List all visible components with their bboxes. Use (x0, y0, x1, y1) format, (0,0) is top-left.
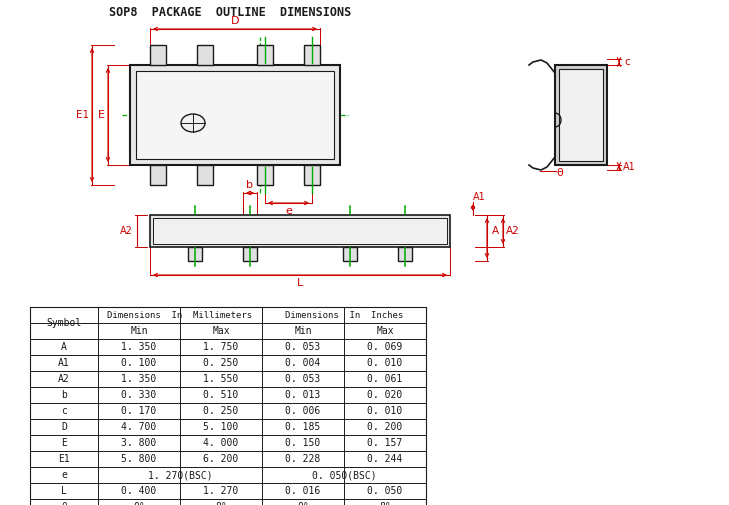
Text: A2: A2 (506, 226, 520, 236)
Text: 6. 200: 6. 200 (203, 454, 238, 464)
Text: e: e (285, 206, 292, 216)
Text: SOP8  PACKAGE  OUTLINE  DIMENSIONS: SOP8 PACKAGE OUTLINE DIMENSIONS (109, 7, 351, 20)
Text: Symbol: Symbol (47, 318, 82, 328)
Text: 0. 053: 0. 053 (285, 374, 321, 384)
Text: 0. 010: 0. 010 (367, 358, 402, 368)
Text: 0. 006: 0. 006 (285, 406, 321, 416)
Ellipse shape (181, 114, 205, 132)
Bar (150, 165, 166, 185)
Text: E: E (98, 110, 104, 120)
Text: Max: Max (376, 326, 394, 336)
Text: D: D (231, 16, 239, 26)
Text: 5. 800: 5. 800 (121, 454, 157, 464)
Bar (304, 165, 320, 185)
Text: 0. 020: 0. 020 (367, 390, 402, 400)
Text: A2: A2 (58, 374, 70, 384)
Text: 1. 350: 1. 350 (121, 374, 157, 384)
Bar (30, 307, 426, 505)
Text: 0°: 0° (297, 502, 309, 505)
Text: 0. 244: 0. 244 (367, 454, 402, 464)
Text: A1: A1 (623, 163, 636, 173)
Bar (188, 247, 202, 261)
Text: 0. 050: 0. 050 (367, 486, 402, 496)
Text: 0. 013: 0. 013 (285, 390, 321, 400)
Text: 0. 157: 0. 157 (367, 438, 402, 448)
Text: L: L (297, 278, 303, 288)
Text: 0. 016: 0. 016 (285, 486, 321, 496)
Text: 0. 510: 0. 510 (203, 390, 238, 400)
Text: θ: θ (557, 168, 564, 178)
Text: 1. 550: 1. 550 (203, 374, 238, 384)
Bar (555, 65, 607, 165)
Text: 0. 185: 0. 185 (285, 422, 321, 432)
Text: 0. 228: 0. 228 (285, 454, 321, 464)
Text: c: c (624, 57, 630, 67)
Text: A1: A1 (472, 192, 486, 202)
Text: Min: Min (130, 326, 148, 336)
Bar (197, 165, 213, 185)
Text: Dimensions  In  Inches: Dimensions In Inches (285, 311, 403, 320)
Text: 0. 050(BSC): 0. 050(BSC) (312, 470, 376, 480)
Text: A: A (491, 226, 499, 236)
Bar (304, 45, 320, 65)
Text: 0. 400: 0. 400 (121, 486, 157, 496)
Text: 0. 330: 0. 330 (121, 390, 157, 400)
Text: A: A (61, 342, 67, 352)
Bar (243, 247, 257, 261)
Text: 1. 350: 1. 350 (121, 342, 157, 352)
Text: 4. 700: 4. 700 (121, 422, 157, 432)
Text: 1. 270(BSC): 1. 270(BSC) (148, 470, 212, 480)
Text: Min: Min (295, 326, 312, 336)
Bar (257, 45, 273, 65)
Text: 3. 800: 3. 800 (121, 438, 157, 448)
Text: e: e (61, 470, 67, 480)
Bar (197, 45, 213, 65)
Text: A2: A2 (120, 226, 133, 236)
Text: 0. 250: 0. 250 (203, 406, 238, 416)
Text: 8°: 8° (379, 502, 391, 505)
Text: Max: Max (212, 326, 230, 336)
Text: 0. 053: 0. 053 (285, 342, 321, 352)
Text: A1: A1 (58, 358, 70, 368)
Text: 0. 100: 0. 100 (121, 358, 157, 368)
Bar (398, 247, 412, 261)
Text: Dimensions  In  Millimeters: Dimensions In Millimeters (107, 311, 252, 320)
Text: E1: E1 (77, 110, 90, 120)
Text: 8°: 8° (215, 502, 227, 505)
Text: D: D (61, 422, 67, 432)
Text: θ: θ (61, 502, 67, 505)
Text: 0. 250: 0. 250 (203, 358, 238, 368)
Text: E1: E1 (58, 454, 70, 464)
Bar (136, 71, 334, 159)
Bar (150, 215, 450, 247)
Text: b: b (61, 390, 67, 400)
Bar (559, 69, 603, 161)
Text: L: L (61, 486, 67, 496)
Text: 1. 270: 1. 270 (203, 486, 238, 496)
Text: 0. 061: 0. 061 (367, 374, 402, 384)
Bar (257, 165, 273, 185)
Text: 0. 150: 0. 150 (285, 438, 321, 448)
Text: 4. 000: 4. 000 (203, 438, 238, 448)
Text: 0. 200: 0. 200 (367, 422, 402, 432)
Text: 0. 010: 0. 010 (367, 406, 402, 416)
Text: E: E (61, 438, 67, 448)
Text: 0. 069: 0. 069 (367, 342, 402, 352)
Text: b: b (246, 180, 254, 190)
Text: 0. 170: 0. 170 (121, 406, 157, 416)
Bar (130, 65, 340, 165)
Bar (343, 247, 357, 261)
Text: 0. 004: 0. 004 (285, 358, 321, 368)
Bar (150, 45, 166, 65)
Text: 0°: 0° (133, 502, 145, 505)
Text: c: c (61, 406, 67, 416)
Text: 1. 750: 1. 750 (203, 342, 238, 352)
Text: 5. 100: 5. 100 (203, 422, 238, 432)
Bar (153, 218, 447, 244)
